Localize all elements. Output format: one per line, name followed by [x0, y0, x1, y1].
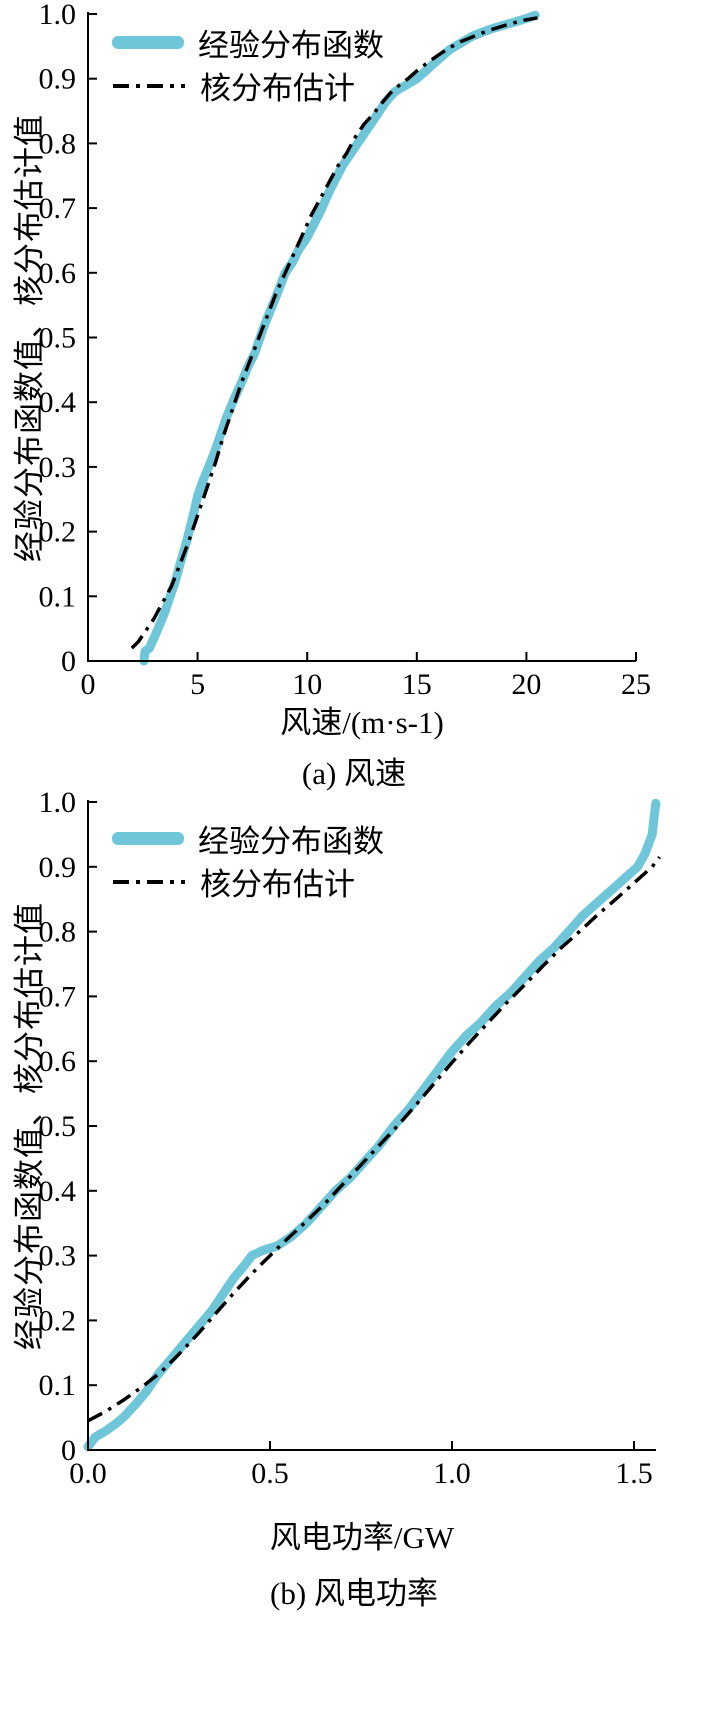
x-tick-label: 5: [190, 668, 205, 701]
y-tick-label: 0: [61, 1434, 76, 1467]
y-tick-label: 0.8: [39, 127, 77, 160]
legend-item-empirical: 经验分布函数: [112, 24, 384, 63]
x-tick-label: 15: [402, 668, 432, 701]
empirical-legend-label: 经验分布函数: [198, 28, 384, 63]
wind-power-chart: 0.0 0.5 1.0 1.5 0 0.1 0.2 0.3 0.4 0.5 0.6 0.7 0.8 0.9…: [0, 790, 708, 1711]
x-tick-label: 20: [511, 668, 541, 701]
subfigure-caption: (b) 风电功率: [270, 1576, 438, 1611]
y-tick-label: 0.2: [39, 516, 77, 549]
x-tick-label: 0.0: [69, 1457, 107, 1490]
x-tick-label: 25: [621, 668, 651, 701]
x-tick-label: 0.5: [251, 1457, 289, 1490]
x-tick-label: 10: [292, 668, 322, 701]
y-tick-label: 0.8: [39, 916, 77, 949]
kernel-estimate-line: [130, 16, 538, 650]
empirical-legend-label: 经验分布函数: [198, 824, 384, 859]
x-tick-label: 0: [81, 668, 96, 701]
x-axis-label: 风电功率/GW: [269, 1520, 455, 1555]
kernel-line-swatch: [113, 879, 185, 884]
y-tick-label: 0.3: [39, 1240, 77, 1273]
y-tick-label: 0.7: [39, 980, 77, 1013]
legend-item-empirical: 经验分布函数: [112, 820, 384, 859]
y-tick-label: 0.4: [39, 386, 77, 419]
y-tick-label: 1.0: [39, 0, 77, 31]
y-tick-label: 0.1: [39, 1369, 77, 1402]
y-tick-label: 1.0: [39, 790, 77, 819]
y-tick-label: 0: [61, 645, 76, 678]
empirical-line-swatch: [112, 832, 184, 845]
y-tick-label: 0.7: [39, 192, 77, 225]
x-tick-label: 1.5: [615, 1457, 653, 1490]
y-tick-label: 0.5: [39, 322, 77, 355]
legend: 经验分布函数 核分布估计: [112, 24, 384, 106]
y-tick-label: 0.1: [39, 580, 77, 613]
y-tick-label: 0.6: [39, 257, 77, 290]
kernel-legend-label: 核分布估计: [200, 71, 355, 106]
kernel-estimate-line: [87, 856, 661, 1423]
kernel-legend-label: 核分布估计: [200, 867, 355, 902]
legend: 经验分布函数 核分布估计: [112, 820, 384, 902]
y-tick-label: 0.6: [39, 1045, 77, 1078]
y-tick-label: 0.9: [39, 63, 77, 96]
y-tick-label: 0.9: [39, 851, 77, 884]
subfigure-caption: (a) 风速: [301, 756, 407, 791]
y-tick-label: 0.2: [39, 1304, 77, 1337]
kernel-line-swatch: [113, 83, 185, 88]
wind-power-chart-canvas: 0.0 0.5 1.0 1.5 0 0.1 0.2 0.3 0.4 0.5 0.6 0.7 0.8 0.9…: [39, 790, 661, 1490]
legend-item-kernel: 核分布估计: [112, 67, 384, 106]
y-axis-label: 经验分布函数值、核分布估计值: [12, 902, 47, 1350]
wind-speed-chart: 0 5 10 15 20 25 0 0.1 0.2 0.3 0.4 0.5 0.6 0.7 0.8 0.9 1.…: [0, 0, 708, 791]
legend-item-kernel: 核分布估计: [112, 863, 384, 902]
empirical-line-swatch: [112, 36, 184, 49]
wind-speed-chart-canvas: 0 5 10 15 20 25 0 0.1 0.2 0.3 0.4 0.5 0.6 0.7 0.8 0.9 1.…: [39, 0, 652, 701]
y-axis-label: 经验分布函数值、核分布估计值: [12, 114, 47, 562]
empirical-cdf-line: [139, 10, 540, 666]
x-axis-label: 风速/(m·s-1): [280, 705, 444, 740]
y-tick-label: 0.5: [39, 1110, 77, 1143]
x-tick-label: 1.0: [433, 1457, 471, 1490]
y-tick-label: 0.3: [39, 451, 77, 484]
y-tick-label: 0.4: [39, 1175, 77, 1208]
